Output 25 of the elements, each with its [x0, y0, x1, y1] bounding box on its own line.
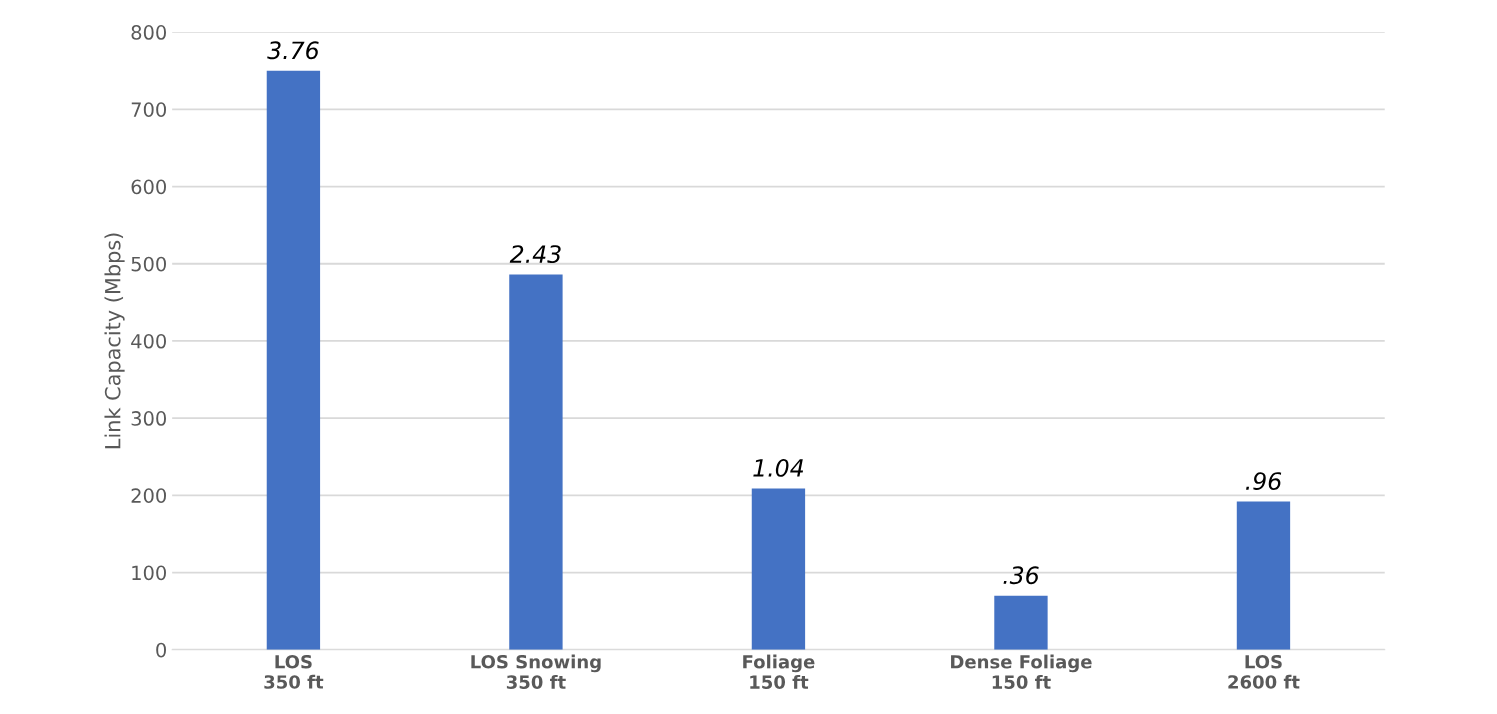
bar [751, 488, 806, 650]
bar [1236, 501, 1291, 650]
y-tick-label: 700 [131, 102, 166, 117]
y-tick-label: 400 [131, 333, 166, 349]
x-tick-label: LOS 2600 ft [1228, 654, 1300, 689]
annotation: 3.76 [267, 41, 319, 60]
x-tick-label: LOS 350 ft [264, 654, 324, 689]
y-tick-label: 200 [131, 488, 166, 503]
bar [266, 70, 321, 650]
y-tick-label: 600 [131, 179, 166, 195]
x-tick-label: Foliage 150 ft [743, 654, 815, 689]
x-tick-label: Dense Foliage 150 ft [951, 654, 1092, 689]
y-tick-label: 300 [131, 411, 166, 426]
y-tick-label: 100 [132, 565, 166, 581]
bar [509, 274, 563, 650]
x-tick-label: LOS Snowing 350 ft [471, 654, 601, 689]
annotation: .36 [1003, 566, 1039, 585]
annotation: .96 [1246, 472, 1282, 490]
bar [994, 595, 1048, 650]
y-tick-label: 500 [131, 256, 166, 272]
annotation: 1.04 [753, 459, 804, 477]
y-tick-label: 0 [156, 642, 166, 658]
y-axis-title: Link Capacity (Mbps) [104, 233, 125, 449]
annotation: 2.43 [509, 245, 561, 264]
y-tick-label: 800 [131, 25, 166, 40]
